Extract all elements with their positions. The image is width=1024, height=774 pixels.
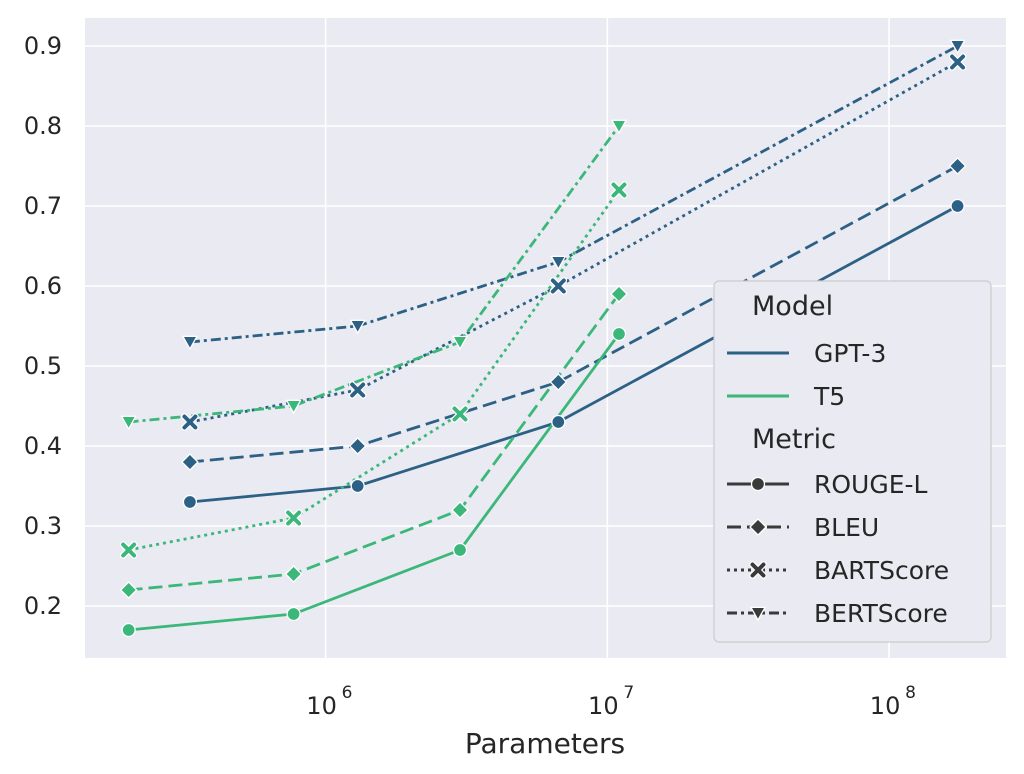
data-point-t5-rouge-l bbox=[121, 622, 136, 638]
y-tick-label: 0.7 bbox=[24, 192, 62, 220]
data-point-gpt-3-bartscore bbox=[181, 413, 199, 431]
y-tick-label: 0.3 bbox=[24, 512, 62, 540]
data-point-t5-bleu bbox=[284, 565, 303, 583]
x-tick-label: 10 7 bbox=[588, 683, 634, 720]
data-point-t5-rouge-l bbox=[452, 542, 468, 558]
data-point-gpt-3-bertscore bbox=[949, 39, 966, 55]
series-line-t5-bertscore bbox=[128, 125, 621, 424]
x-tick-labels: 10 6 10 7 10 8 bbox=[306, 683, 916, 720]
data-point-t5-bleu bbox=[451, 501, 469, 519]
x-tick-label: 10 6 bbox=[306, 683, 352, 720]
x-tick-base: 10 bbox=[870, 692, 901, 720]
data-point-gpt-3-rouge-l bbox=[182, 494, 198, 510]
data-point-t5-bartscore bbox=[451, 405, 469, 423]
y-tick-label: 0.2 bbox=[24, 592, 62, 620]
legend-label-metric: BARTScore bbox=[814, 556, 949, 585]
data-point-gpt-3-rouge-l bbox=[950, 198, 965, 214]
data-point-gpt-3-bleu bbox=[348, 437, 367, 455]
series-line-t5-bartscore bbox=[128, 189, 621, 552]
data-point-gpt-3-rouge-l bbox=[350, 478, 365, 494]
legend-marker-x bbox=[749, 561, 767, 579]
legend-label-model: T5 bbox=[813, 382, 845, 411]
data-point-gpt-3-bartscore bbox=[948, 53, 967, 71]
data-point-t5-bleu bbox=[119, 581, 138, 599]
legend-title-metric: Metric bbox=[752, 424, 836, 455]
legend-label-model: GPT-3 bbox=[814, 339, 886, 368]
legend-marker-triangle-down bbox=[749, 606, 767, 622]
data-point-t5-bartscore bbox=[119, 541, 138, 559]
data-point-gpt-3-bertscore bbox=[349, 319, 366, 335]
y-tick-labels: 0.2 0.3 0.4 0.5 0.6 0.7 0.8 0.9 bbox=[24, 32, 62, 620]
series-line-t5-rouge-l bbox=[128, 333, 621, 632]
series-markers bbox=[119, 39, 967, 638]
legend-marker-circle bbox=[750, 476, 766, 492]
data-point-t5-bartscore bbox=[610, 181, 628, 199]
y-tick-label: 0.8 bbox=[24, 112, 62, 140]
data-point-t5-bertscore bbox=[120, 415, 137, 431]
x-tick-base: 10 bbox=[588, 692, 619, 720]
x-tick-base: 10 bbox=[306, 692, 337, 720]
data-point-t5-bartscore bbox=[284, 509, 303, 527]
data-point-gpt-3-bleu bbox=[549, 373, 568, 391]
data-point-gpt-3-bertscore bbox=[181, 335, 199, 351]
legend-label-metric: ROUGE-L bbox=[814, 470, 928, 499]
data-point-gpt-3-bartscore bbox=[549, 277, 568, 295]
x-tick-exponent: 7 bbox=[623, 683, 634, 703]
x-axis-label: Parameters bbox=[465, 727, 625, 760]
legend: Model Metric GPT-3 T5 ROUGE-L BLEU BARTScore… bbox=[713, 280, 992, 643]
data-point-gpt-3-bertscore bbox=[550, 255, 567, 271]
data-point-t5-bleu bbox=[610, 285, 628, 303]
data-point-gpt-3-bartscore bbox=[348, 381, 367, 399]
data-point-t5-rouge-l bbox=[286, 606, 301, 622]
data-point-t5-bertscore bbox=[451, 335, 469, 351]
legend-entries: GPT-3 T5 ROUGE-L BLEU BARTScore BERTScore bbox=[727, 339, 949, 628]
legend-label-metric: BLEU bbox=[814, 513, 879, 542]
y-tick-label: 0.9 bbox=[24, 32, 62, 60]
series-line-gpt-3-bartscore bbox=[189, 60, 959, 424]
data-point-t5-bertscore bbox=[285, 399, 302, 415]
x-tick-exponent: 8 bbox=[905, 683, 916, 703]
legend-marker-diamond bbox=[749, 518, 767, 536]
y-tick-label: 0.6 bbox=[24, 272, 62, 300]
legend-box bbox=[713, 280, 992, 643]
data-point-gpt-3-bleu bbox=[181, 453, 199, 471]
series-line-t5-bleu bbox=[128, 293, 621, 592]
x-tick-exponent: 6 bbox=[342, 683, 353, 703]
data-point-t5-rouge-l bbox=[611, 326, 627, 342]
legend-title-model: Model bbox=[752, 291, 833, 322]
data-point-gpt-3-bleu bbox=[948, 157, 967, 175]
series-line-gpt-3-bertscore bbox=[189, 44, 959, 344]
data-point-t5-bertscore bbox=[610, 119, 628, 135]
x-tick-label: 10 8 bbox=[870, 683, 916, 720]
y-tick-label: 0.5 bbox=[24, 352, 62, 380]
data-point-gpt-3-rouge-l bbox=[551, 414, 566, 430]
legend-label-metric: BERTScore bbox=[814, 599, 948, 628]
y-tick-label: 0.4 bbox=[24, 432, 62, 460]
